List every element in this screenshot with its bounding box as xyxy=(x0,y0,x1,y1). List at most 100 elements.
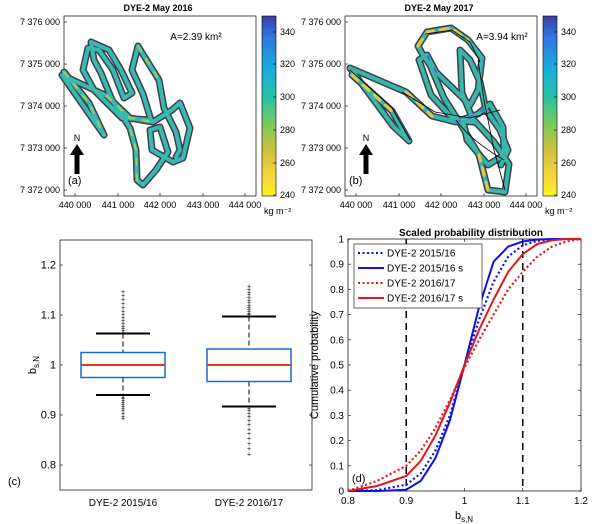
box-c-outlier: + xyxy=(121,328,125,335)
box-c-outlier: + xyxy=(247,309,251,316)
map-a-ytick: 7 372 000 xyxy=(20,185,60,195)
cdf-d-ytick-label: 0 xyxy=(338,487,344,498)
box-c-ylabel-sub: s,N xyxy=(32,356,41,368)
map-a-ytick: 7 374 000 xyxy=(20,101,60,111)
map-b-title: DYE-2 May 2017 xyxy=(404,3,473,13)
box-c-outlier: + xyxy=(121,416,125,423)
cdf-d-xtick-label: 1.2 xyxy=(574,496,588,507)
box-c-outlier: + xyxy=(247,414,251,421)
cdf-d-legend-label: DYE-2 2016/17 xyxy=(387,279,456,290)
box-c-outlier: + xyxy=(121,399,125,406)
cdf-d-ytick-label: 0.1 xyxy=(330,461,344,472)
map-b-xtick: 443 000 xyxy=(468,200,501,210)
cdf-d-ylabel: Cumulative probability xyxy=(309,310,321,419)
map-b-ytick: 7 372 000 xyxy=(301,185,341,195)
box-c-outlier: + xyxy=(121,289,125,296)
map-a-cb-ticks xyxy=(273,31,276,196)
box-c-outlier: + xyxy=(247,452,251,459)
box-c-ytick-label: 1 xyxy=(50,360,56,372)
map-b-track xyxy=(348,26,511,194)
box-c-outlier: + xyxy=(121,293,125,300)
map-a-cb-tick: 320 xyxy=(280,59,295,69)
box-c-ytick-label: 1.2 xyxy=(41,260,56,272)
cdf-d-xtick-label: 0.9 xyxy=(399,496,413,507)
cdf-d-ytick-label: 0.6 xyxy=(330,335,344,346)
map-a-xtick: 440 000 xyxy=(59,200,92,210)
box-c-outlier: + xyxy=(121,330,125,337)
map-b-xtick: 444 000 xyxy=(510,200,543,210)
box-c-outlier: + xyxy=(121,308,125,315)
box-c-outlier: + xyxy=(247,305,251,312)
map-b-cb-tick: 320 xyxy=(561,59,576,69)
box-c-outlier: + xyxy=(247,289,251,296)
map-b-tracks xyxy=(346,24,513,196)
box-c-outlier: + xyxy=(121,305,125,312)
box-c-outlier: + xyxy=(247,295,251,302)
box-c-outlier: + xyxy=(247,436,251,443)
box-c-outlier: + xyxy=(121,326,125,333)
box-c-outlier: + xyxy=(121,321,125,328)
map-a-track-highlight xyxy=(63,45,160,181)
cdf-d-xlabel-sub: s,N xyxy=(461,515,473,524)
cdf-d-legend-label: DYE-2 2015/16 s xyxy=(387,264,463,275)
map-b-centerlines xyxy=(349,29,506,191)
cdf-d-ticks: 10.90.80.70.60.50.40.30.20.100.8 0.9 1 1.1 1… xyxy=(330,235,588,508)
map-b-ytick: 7 373 000 xyxy=(301,143,341,153)
box-c-outlier: + xyxy=(121,406,125,413)
box-c-outlier: + xyxy=(247,284,251,291)
box-c-outlier: + xyxy=(247,312,251,319)
map-b-ytick: 7 376 000 xyxy=(301,17,341,27)
map-b-colorbar xyxy=(542,15,558,197)
map-a-ytick: 7 375 000 xyxy=(20,59,60,69)
box-c-outlier: + xyxy=(121,301,125,308)
map-b-cb-ticks xyxy=(554,31,557,196)
map-b-cb-tick: 240 xyxy=(561,190,576,200)
map-a-ticks xyxy=(64,21,246,196)
map-a-xtick: 441 000 xyxy=(102,200,135,210)
cdf-d-xtick-label: 0.8 xyxy=(341,496,355,507)
box-c-outlier: + xyxy=(121,401,125,408)
box-c-outlier: + xyxy=(121,394,125,401)
cdf-d-title: Scaled probability distribution xyxy=(399,228,543,239)
box-c-outlier: + xyxy=(121,393,125,400)
box-c-outlier: + xyxy=(121,297,125,304)
box-c-outlier: + xyxy=(121,398,125,405)
cdf-d-ytick-label: 0.7 xyxy=(330,310,344,321)
box-c-yticks: 1.2 1.1 1 0.9 0.8 xyxy=(41,260,312,472)
north-arrow-icon: N xyxy=(359,133,373,174)
box-c-outlier: + xyxy=(121,411,125,418)
map-a-cb-tick: 260 xyxy=(280,158,295,168)
box-c-outlier: + xyxy=(247,426,251,433)
map-b-north-label: N xyxy=(363,133,370,143)
map-b-ticks xyxy=(345,21,527,196)
map-a-panel-label: (a) xyxy=(68,175,81,187)
box-c-outlier: + xyxy=(247,313,251,320)
box-c-ytick-label: 0.8 xyxy=(41,460,56,472)
map-a-xtick: 442 000 xyxy=(144,200,177,210)
map-b-ytick: 7 374 000 xyxy=(301,101,341,111)
box-c-outlier: + xyxy=(121,324,125,331)
box-c-ylabel-main: b xyxy=(27,368,39,374)
map-panel-b: DYE-2 May 2017 xyxy=(301,3,576,216)
map-a-title: DYE-2 May 2016 xyxy=(123,3,192,13)
map-a-ytick: 7 376 000 xyxy=(20,17,60,27)
box-c-outlier: + xyxy=(247,292,251,299)
box-c-outlier: + xyxy=(247,307,251,314)
box-c-outlier: + xyxy=(247,310,251,317)
box-c-ytick-label: 1.1 xyxy=(41,310,56,322)
map-b-cb-tick: 340 xyxy=(561,27,576,37)
cdf-d-series-line xyxy=(347,238,581,492)
box-c-outlier: + xyxy=(121,413,125,420)
map-b-cb-tick: 280 xyxy=(561,125,576,135)
box-plot-panel-c: 1.21.110.90.8 ++++++++++++++++++++++++++… xyxy=(8,239,313,509)
cdf-d-xtick-label: 1 xyxy=(462,496,468,507)
map-a-tracks xyxy=(58,38,194,189)
map-a-track xyxy=(60,40,192,187)
box-c-outlier: + xyxy=(247,287,251,294)
map-panel-a: DYE-2 May 2016 7 376 000 7 375 000 7 374… xyxy=(20,3,295,216)
cdf-d-ytick-label: 0.3 xyxy=(330,411,344,422)
map-a-area-label: A=2.39 km² xyxy=(170,32,222,43)
box-c-outlier: + xyxy=(121,396,125,403)
box-c-outlier: + xyxy=(247,408,251,415)
